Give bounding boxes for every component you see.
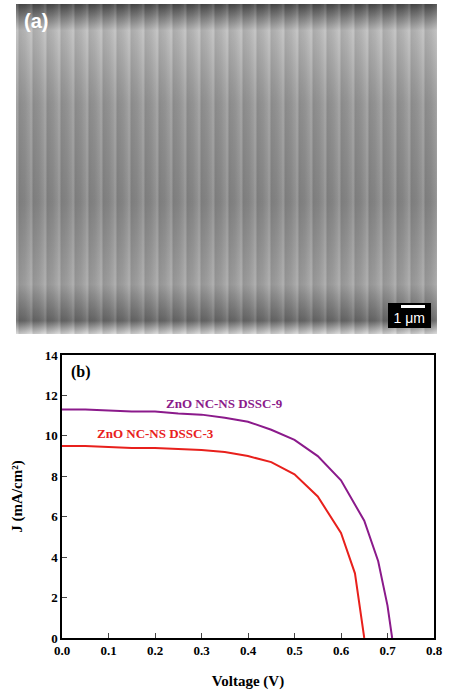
svg-text:ZnO NC-NS DSSC-3: ZnO NC-NS DSSC-3 bbox=[97, 426, 214, 441]
svg-text:(b): (b) bbox=[71, 363, 91, 381]
svg-text:6: 6 bbox=[51, 509, 58, 524]
svg-text:0: 0 bbox=[51, 631, 58, 646]
svg-text:0.1: 0.1 bbox=[100, 643, 116, 658]
svg-text:0.2: 0.2 bbox=[147, 643, 163, 658]
svg-text:2: 2 bbox=[51, 590, 58, 605]
svg-text:0.8: 0.8 bbox=[426, 643, 443, 658]
svg-text:ZnO NC-NS DSSC-9: ZnO NC-NS DSSC-9 bbox=[166, 396, 283, 411]
svg-text:J (mA/cm²): J (mA/cm²) bbox=[9, 460, 26, 532]
svg-text:0.0: 0.0 bbox=[54, 643, 70, 658]
svg-text:14: 14 bbox=[45, 348, 59, 363]
svg-text:0.6: 0.6 bbox=[333, 643, 350, 658]
html-text:1 μm: 1 μm bbox=[393, 310, 425, 326]
svg-text:12: 12 bbox=[45, 388, 58, 403]
svg-text:10: 10 bbox=[45, 428, 58, 443]
svg-text:8: 8 bbox=[51, 469, 58, 484]
svg-text:0.3: 0.3 bbox=[193, 643, 210, 658]
svg-text:0.7: 0.7 bbox=[379, 643, 396, 658]
svg-text:0.4: 0.4 bbox=[240, 643, 257, 658]
svg-text:0.5: 0.5 bbox=[286, 643, 303, 658]
html-text:(a): (a) bbox=[24, 10, 49, 32]
svg-text:Voltage (V): Voltage (V) bbox=[212, 673, 284, 690]
svg-text:4: 4 bbox=[51, 550, 58, 565]
